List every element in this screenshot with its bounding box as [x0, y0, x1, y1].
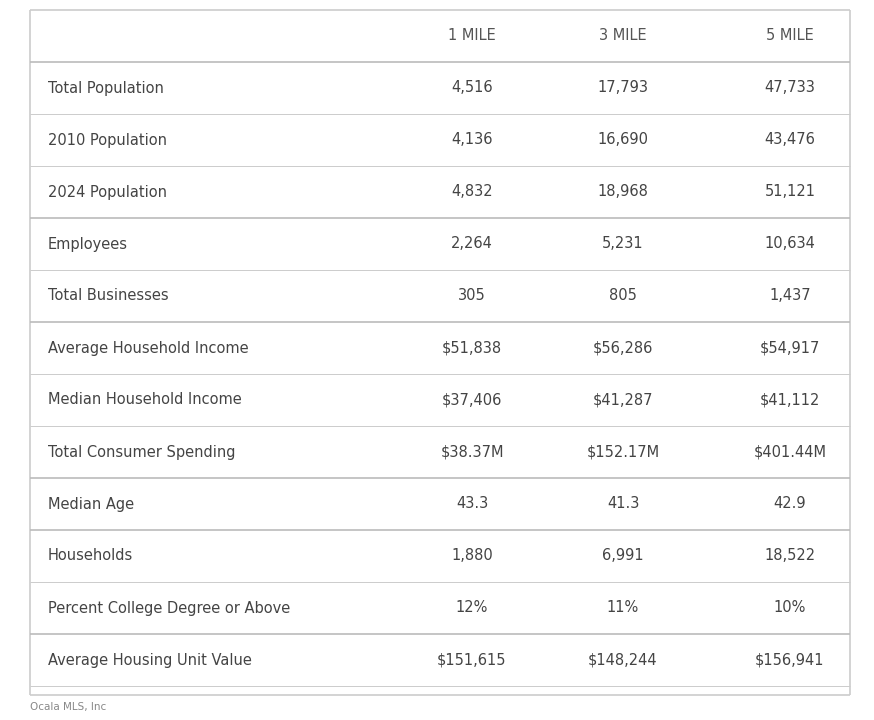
Text: 5 MILE: 5 MILE [766, 29, 814, 43]
Text: 6,991: 6,991 [602, 549, 644, 564]
Text: $56,286: $56,286 [593, 341, 653, 356]
Text: 12%: 12% [456, 600, 489, 616]
Text: Ocala MLS, Inc: Ocala MLS, Inc [30, 702, 107, 712]
Text: 805: 805 [609, 289, 637, 304]
Text: 10%: 10% [773, 600, 806, 616]
Text: 10,634: 10,634 [765, 236, 815, 251]
Text: 2,264: 2,264 [451, 236, 493, 251]
Text: 1,880: 1,880 [451, 549, 493, 564]
Text: 17,793: 17,793 [598, 81, 649, 96]
Text: $41,112: $41,112 [760, 392, 820, 408]
Text: 16,690: 16,690 [598, 132, 649, 148]
Text: $401.44M: $401.44M [753, 444, 827, 459]
Text: 11%: 11% [607, 600, 639, 616]
Text: Households: Households [48, 549, 133, 564]
Text: Employees: Employees [48, 236, 128, 251]
Text: 2024 Population: 2024 Population [48, 184, 167, 199]
Text: 43.3: 43.3 [456, 497, 488, 511]
Text: 47,733: 47,733 [765, 81, 815, 96]
Text: 3 MILE: 3 MILE [600, 29, 647, 43]
Text: $54,917: $54,917 [760, 341, 820, 356]
Text: $51,838: $51,838 [442, 341, 502, 356]
Text: 4,136: 4,136 [451, 132, 493, 148]
Text: Median Age: Median Age [48, 497, 134, 511]
Text: $41,287: $41,287 [593, 392, 653, 408]
Text: Total Population: Total Population [48, 81, 164, 96]
Text: $152.17M: $152.17M [586, 444, 660, 459]
Text: 4,832: 4,832 [451, 184, 493, 199]
Text: Average Housing Unit Value: Average Housing Unit Value [48, 652, 252, 667]
Text: $151,615: $151,615 [437, 652, 507, 667]
Text: Percent College Degree or Above: Percent College Degree or Above [48, 600, 290, 616]
Text: 18,522: 18,522 [765, 549, 815, 564]
Text: $156,941: $156,941 [755, 652, 825, 667]
Text: 1 MILE: 1 MILE [448, 29, 496, 43]
Text: 5,231: 5,231 [602, 236, 644, 251]
Text: $37,406: $37,406 [442, 392, 503, 408]
Text: Average Household Income: Average Household Income [48, 341, 248, 356]
Text: Total Businesses: Total Businesses [48, 289, 169, 304]
Text: 1,437: 1,437 [769, 289, 811, 304]
Text: Total Consumer Spending: Total Consumer Spending [48, 444, 235, 459]
Text: 51,121: 51,121 [765, 184, 815, 199]
Text: 43,476: 43,476 [765, 132, 815, 148]
Text: 42.9: 42.9 [773, 497, 807, 511]
Text: 18,968: 18,968 [598, 184, 649, 199]
Text: $148,244: $148,244 [588, 652, 658, 667]
Text: Median Household Income: Median Household Income [48, 392, 242, 408]
Text: 41.3: 41.3 [607, 497, 639, 511]
Text: $38.37M: $38.37M [440, 444, 503, 459]
Text: 2010 Population: 2010 Population [48, 132, 167, 148]
Text: 4,516: 4,516 [451, 81, 493, 96]
Text: 305: 305 [458, 289, 486, 304]
